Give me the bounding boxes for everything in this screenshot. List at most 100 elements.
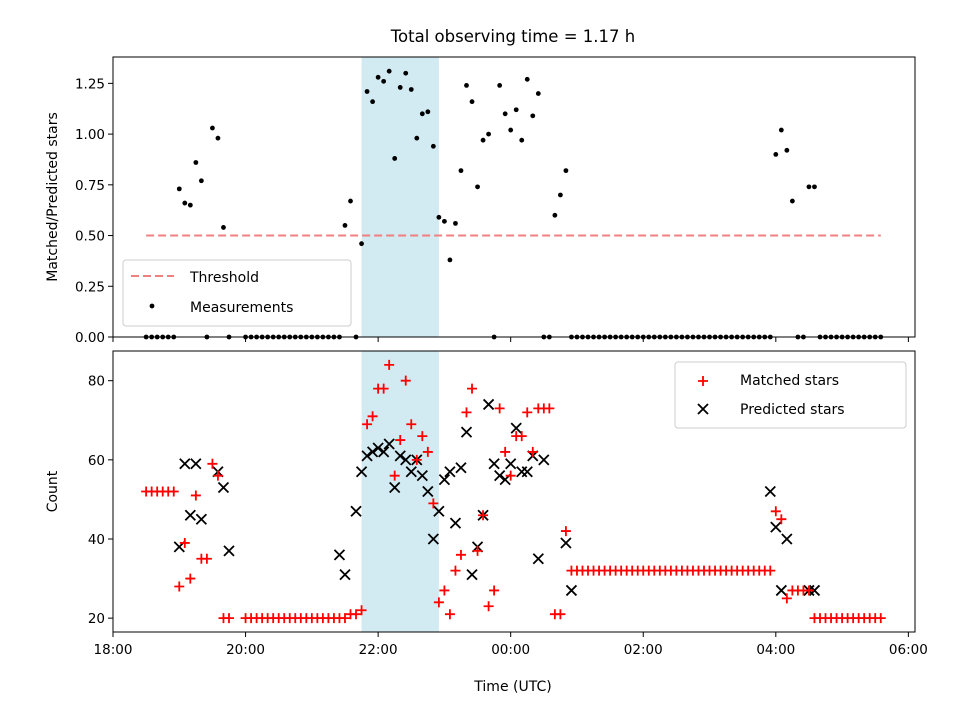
predicted-star-point <box>405 466 417 478</box>
matched-star-point <box>544 403 555 414</box>
predicted-star-point <box>460 426 473 438</box>
matched-star-point <box>190 490 201 501</box>
matched-star-point <box>461 407 472 418</box>
predicted-star-point <box>433 505 445 517</box>
matched-star-point <box>362 419 373 430</box>
measurement-point <box>414 135 420 141</box>
measurement-point <box>359 241 364 247</box>
predicted-star-point <box>355 466 368 478</box>
predicted-star-point <box>422 485 434 498</box>
measurement-point <box>784 147 790 153</box>
matched-star-point <box>422 446 433 457</box>
matched-star-point <box>500 446 511 457</box>
predicted-star-point <box>565 584 578 597</box>
top-legend-box <box>122 259 352 327</box>
measurement-point <box>530 113 536 119</box>
matched-star-point <box>179 537 190 548</box>
predicted-star-point <box>510 422 522 434</box>
measurement-point <box>210 125 215 131</box>
legend-threshold-label: Threshold <box>189 270 259 286</box>
legend-matched-swatch <box>698 376 708 386</box>
matched-star-point <box>384 359 395 370</box>
matched-star-point <box>770 506 781 517</box>
measurement-point <box>497 83 503 88</box>
measurement-point <box>519 137 525 143</box>
measurement-point <box>370 99 376 105</box>
measurement-point <box>221 225 226 230</box>
predicted-star-point <box>808 584 821 597</box>
xtick-label: 22:00 <box>359 642 398 658</box>
matched-star-point <box>395 435 406 446</box>
matched-star-point <box>356 605 367 616</box>
measurement-point <box>447 257 453 263</box>
matched-star-point <box>450 565 461 576</box>
predicted-star-point <box>223 545 235 557</box>
xtick-label: 00:00 <box>491 642 530 658</box>
matched-star-point <box>781 593 792 604</box>
predicted-star-point <box>195 513 208 525</box>
top-ytick-label: 0.25 <box>75 279 105 295</box>
measurement-point <box>342 223 348 228</box>
predicted-star-point <box>190 458 202 470</box>
matched-star-point <box>560 526 571 537</box>
predicted-star-point <box>389 481 401 494</box>
matched-star-point <box>444 609 455 620</box>
matched-star-point <box>201 553 212 564</box>
measurement-point <box>773 151 779 157</box>
legend-measurements-label: Measurements <box>190 300 293 316</box>
matched-star-point <box>378 383 389 394</box>
predicted-star-point <box>179 458 191 470</box>
top-ytick-label: 0.00 <box>75 330 105 346</box>
predicted-star-point <box>466 568 478 581</box>
predicted-star-point <box>560 537 572 549</box>
ratio-panel: 0.00 0.25 0.50 0.75 1.00 1.25 Matched/Predicte… <box>45 56 916 346</box>
predicted-star-point <box>378 446 390 458</box>
matched-star-point <box>505 470 516 481</box>
measurement-point <box>486 131 491 137</box>
measurement-point <box>480 137 486 143</box>
measurement-point <box>806 184 812 190</box>
matched-star-point <box>478 510 489 521</box>
matched-star-point <box>455 549 466 560</box>
predicted-star-point <box>538 454 550 466</box>
predicted-star-point <box>781 533 793 545</box>
xtick-label: 06:00 <box>889 642 928 658</box>
x-axis-label: Time (UTC) <box>473 679 551 695</box>
predicted-star-point <box>366 446 379 458</box>
bottom-ytick-label: 80 <box>88 374 105 390</box>
measurement-point <box>563 168 569 174</box>
matched-star-point <box>185 573 196 584</box>
matched-star-point <box>174 581 185 592</box>
predicted-star-point <box>416 470 428 482</box>
matched-star-point <box>339 613 350 624</box>
measurement-point <box>375 74 381 80</box>
top-axes-frame <box>112 56 916 338</box>
matched-star-point <box>223 613 234 624</box>
measurement-point <box>778 127 784 133</box>
matched-star-point <box>765 565 776 576</box>
xtick-label: 18:00 <box>94 642 133 658</box>
matched-star-point <box>428 498 439 509</box>
measurement-point <box>436 214 442 220</box>
predicted-star-point <box>482 398 495 411</box>
predicted-star-point <box>427 533 439 545</box>
matched-star-point <box>433 597 444 608</box>
matched-star-point <box>389 470 400 481</box>
top-y-axis-label: Matched/Predicted stars <box>45 112 61 282</box>
predicted-star-point <box>770 521 782 533</box>
matched-star-point <box>417 431 428 442</box>
measurement-point <box>348 198 353 204</box>
matched-star-point <box>483 601 494 612</box>
measurement-point <box>425 109 431 115</box>
xtick-label: 04:00 <box>756 642 795 658</box>
matched-star-point <box>522 407 533 418</box>
predicted-star-point <box>350 505 362 517</box>
predicted-star-point <box>339 568 351 581</box>
matched-star-point <box>489 585 500 596</box>
predicted-star-point <box>400 454 412 466</box>
measurement-point <box>508 127 514 133</box>
legend-predicted-swatch <box>697 403 709 415</box>
measurement-point <box>198 178 204 184</box>
matched-star-point <box>875 613 886 624</box>
matched-star-point <box>168 486 179 497</box>
